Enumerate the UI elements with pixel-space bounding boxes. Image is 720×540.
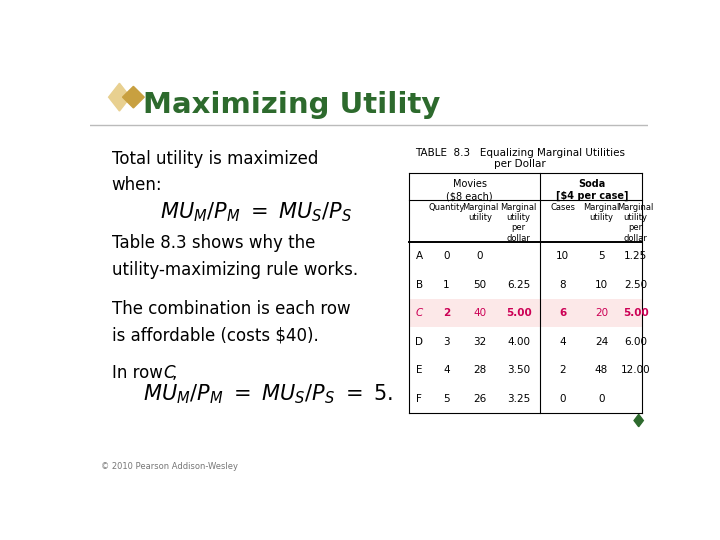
Text: 20: 20 [595, 308, 608, 318]
Text: Total utility is maximized
when:: Total utility is maximized when: [112, 150, 318, 194]
Text: 0: 0 [477, 251, 483, 261]
Text: 4.00: 4.00 [507, 336, 530, 347]
Bar [409, 299, 642, 327]
Polygon shape [122, 86, 144, 108]
Text: per Dollar: per Dollar [494, 159, 546, 168]
Text: B: B [416, 280, 423, 289]
Text: Quantity: Quantity [428, 202, 464, 212]
Text: 26: 26 [473, 394, 487, 403]
Text: 28: 28 [473, 365, 487, 375]
Text: The combination is each row
is affordable (costs $40).: The combination is each row is affordabl… [112, 300, 351, 344]
Text: 4: 4 [559, 336, 566, 347]
Text: 10: 10 [556, 251, 570, 261]
Text: 2: 2 [559, 365, 566, 375]
Text: 5: 5 [444, 394, 450, 403]
Text: In row: In row [112, 363, 168, 382]
Text: 6.00: 6.00 [624, 336, 647, 347]
Text: 48: 48 [595, 365, 608, 375]
Text: 1.25: 1.25 [624, 251, 647, 261]
Text: 4: 4 [444, 365, 450, 375]
Text: 2: 2 [443, 308, 450, 318]
Text: 8: 8 [559, 280, 566, 289]
Text: E: E [416, 365, 423, 375]
Text: 3.50: 3.50 [507, 365, 530, 375]
Text: ,: , [172, 363, 178, 382]
Text: D: D [415, 336, 423, 347]
Text: TABLE  8.3   Equalizing Marginal Utilities: TABLE 8.3 Equalizing Marginal Utilities [415, 148, 625, 158]
Text: 24: 24 [595, 336, 608, 347]
Text: Maximizing Utility: Maximizing Utility [143, 91, 440, 119]
Text: Marginal
utility: Marginal utility [583, 202, 620, 222]
Text: 5.00: 5.00 [505, 308, 531, 318]
Text: C: C [163, 363, 174, 382]
Text: 6.25: 6.25 [507, 280, 530, 289]
Text: 6: 6 [559, 308, 567, 318]
Text: 12.00: 12.00 [621, 365, 650, 375]
Text: A: A [416, 251, 423, 261]
Text: 50: 50 [473, 280, 487, 289]
Text: $\mathit{MU_M/P_M}\ =\ \mathit{MU_S/P_S}$: $\mathit{MU_M/P_M}\ =\ \mathit{MU_S/P_S}… [160, 201, 352, 225]
Text: 3: 3 [444, 336, 450, 347]
Polygon shape [109, 83, 130, 111]
Text: 40: 40 [473, 308, 487, 318]
Text: Movies
($8 each): Movies ($8 each) [446, 179, 493, 201]
Polygon shape [634, 414, 644, 427]
Text: 0: 0 [559, 394, 566, 403]
Text: $\mathit{MU_M/P_M}\ =\ \mathit{MU_S/P_S}\ =\ 5.$: $\mathit{MU_M/P_M}\ =\ \mathit{MU_S/P_S}… [143, 382, 392, 406]
Text: 0: 0 [598, 394, 605, 403]
Text: Marginal
utility: Marginal utility [462, 202, 498, 222]
Text: Soda
[$4 per case]: Soda [$4 per case] [556, 179, 629, 201]
Text: 10: 10 [595, 280, 608, 289]
Text: 5: 5 [598, 251, 605, 261]
Text: © 2010 Pearson Addison-Wesley: © 2010 Pearson Addison-Wesley [101, 462, 238, 471]
Text: 3.25: 3.25 [507, 394, 530, 403]
Text: 1: 1 [444, 280, 450, 289]
Text: Marginal
utility
per
dollar: Marginal utility per dollar [618, 202, 654, 243]
Text: Table 8.3 shows why the
utility-maximizing rule works.: Table 8.3 shows why the utility-maximizi… [112, 234, 358, 279]
Text: 2.50: 2.50 [624, 280, 647, 289]
Text: Cases: Cases [550, 202, 575, 212]
Text: Marginal
utility
per
dollar: Marginal utility per dollar [500, 202, 537, 243]
Text: 32: 32 [473, 336, 487, 347]
Text: F: F [416, 394, 423, 403]
Text: 0: 0 [444, 251, 450, 261]
Text: 5.00: 5.00 [623, 308, 649, 318]
Text: C: C [415, 308, 423, 318]
